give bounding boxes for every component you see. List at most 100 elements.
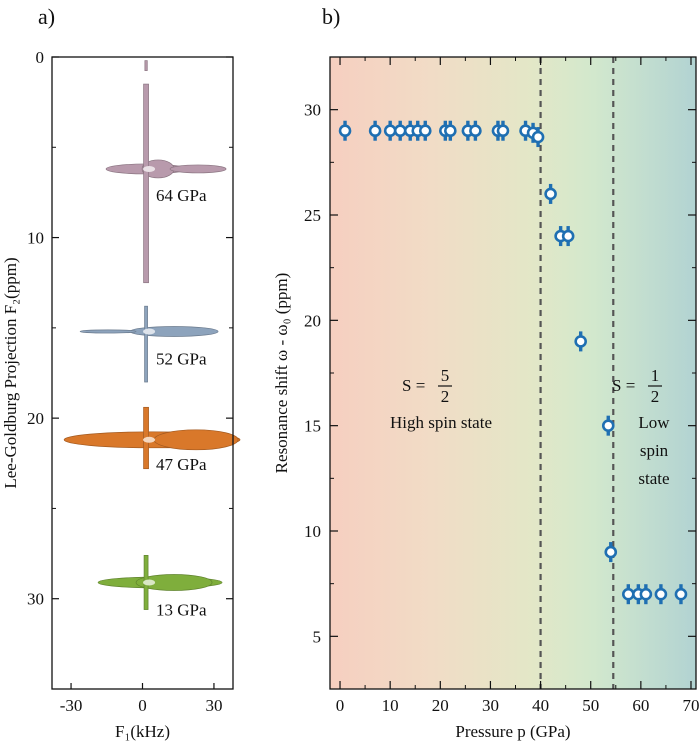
spin-fraction-numerator: 5 bbox=[441, 366, 450, 385]
panel-b-y-tick-label: 10 bbox=[304, 522, 321, 541]
panel-a-x-tick-label: -30 bbox=[60, 696, 83, 715]
data-point-marker bbox=[338, 124, 352, 138]
data-point-marker bbox=[368, 124, 382, 138]
data-point-marker bbox=[601, 419, 615, 432]
data-point bbox=[368, 120, 382, 141]
spectrum-label: 64 GPa bbox=[156, 186, 207, 205]
data-point-marker bbox=[639, 587, 653, 601]
spectrum-contour bbox=[135, 574, 213, 591]
panel-a-spectra: 64 GPa 52 GPa 47 GPa 13 GPa bbox=[63, 60, 241, 619]
spin-label: S = bbox=[402, 376, 425, 395]
spectrum-contour bbox=[153, 429, 239, 451]
spectrum-contour bbox=[169, 164, 227, 174]
panel-a-label: a) bbox=[38, 4, 55, 29]
spectrum-highlight bbox=[143, 579, 156, 586]
region-description: state bbox=[638, 469, 669, 488]
panel-a: a) 64 GPa 52 GPa 47 GPa 13 GPa -30 0 30 0 10 20 3… bbox=[1, 4, 241, 741]
spectrum-label: 13 GPa bbox=[156, 600, 207, 619]
data-point bbox=[383, 120, 397, 141]
spin-fraction-denominator: 2 bbox=[441, 387, 450, 406]
panel-a-ticks: -30 0 30 0 10 20 30 bbox=[27, 48, 233, 715]
panel-b-points bbox=[338, 120, 688, 605]
data-point bbox=[544, 183, 557, 204]
region-annotation-low-spin: S = 1 2 Low spin state bbox=[612, 366, 670, 488]
spectrum-highlight bbox=[143, 165, 156, 172]
spin-label: S = bbox=[612, 376, 635, 395]
panel-b-y-tick-label: 20 bbox=[304, 311, 321, 330]
data-point-marker bbox=[574, 335, 587, 348]
panel-a-y-axis-label: Lee-Goldburg Projection F₂(ppm) bbox=[1, 257, 20, 488]
data-point-marker bbox=[383, 124, 397, 138]
data-point bbox=[338, 120, 352, 141]
panel-b-y-tick-label: 15 bbox=[304, 417, 321, 436]
panel-b-y-axis-label: Resonance shift ω - ω₀ (ppm) bbox=[272, 273, 291, 474]
data-point-marker bbox=[393, 124, 407, 138]
panel-a-x-axis-label: F₁(kHz) bbox=[115, 722, 170, 741]
data-point bbox=[496, 120, 510, 141]
panel-b-x-tick-label: 70 bbox=[682, 696, 699, 715]
spin-fraction-numerator: 1 bbox=[651, 366, 660, 385]
panel-b-label: b) bbox=[322, 4, 340, 29]
panel-a-y-tick-label: 20 bbox=[27, 409, 44, 428]
panel-b-y-tick-label: 30 bbox=[304, 101, 321, 120]
spectrum-contour bbox=[144, 60, 148, 71]
data-point-marker bbox=[674, 587, 688, 601]
spectrum-label: 47 GPa bbox=[156, 455, 207, 474]
spectrum-64-gpa: 64 GPa bbox=[105, 60, 227, 284]
panel-b-x-tick-label: 30 bbox=[482, 696, 499, 715]
spectrum-47-gpa: 47 GPa bbox=[63, 406, 241, 474]
data-point-marker bbox=[531, 130, 545, 144]
data-point bbox=[531, 127, 545, 148]
panel-a-x-tick-label: 0 bbox=[138, 696, 147, 715]
region-description: Low bbox=[638, 413, 670, 432]
spectrum-label: 52 GPa bbox=[156, 349, 207, 368]
data-point bbox=[418, 120, 432, 141]
panel-b-x-tick-label: 50 bbox=[582, 696, 599, 715]
data-point-marker bbox=[622, 587, 635, 601]
panel-a-y-tick-label: 30 bbox=[27, 590, 44, 609]
data-point-marker bbox=[654, 587, 668, 601]
data-point-marker bbox=[444, 124, 457, 138]
data-point-marker bbox=[469, 124, 482, 138]
data-point bbox=[654, 584, 668, 605]
spectrum-highlight bbox=[143, 436, 156, 443]
panel-b-y-tick-label: 25 bbox=[304, 206, 321, 225]
spectrum-52-gpa: 52 GPa bbox=[79, 305, 219, 383]
panel-b-y-tick-label: 5 bbox=[313, 627, 322, 646]
data-point-marker bbox=[561, 229, 575, 243]
spectrum-contour bbox=[79, 329, 137, 334]
panel-a-x-tick-label: 30 bbox=[205, 696, 222, 715]
data-point bbox=[674, 584, 688, 605]
region-description: spin bbox=[640, 441, 669, 460]
panel-b: b) 0 10 20 30 40 50 60 70 5 10 15 20 25 30 S = 5 2 High … bbox=[272, 4, 699, 741]
panel-a-y-tick-label: 0 bbox=[36, 48, 45, 67]
data-point-marker bbox=[544, 187, 557, 201]
panel-b-x-tick-label: 60 bbox=[632, 696, 649, 715]
spin-fraction-denominator: 2 bbox=[651, 387, 660, 406]
data-point bbox=[469, 120, 482, 141]
spectrum-contour bbox=[143, 83, 149, 284]
panel-b-annotations: S = 5 2 High spin state S = 1 2 Low spin state bbox=[390, 366, 670, 488]
data-point bbox=[604, 542, 618, 563]
region-annotation-high-spin: S = 5 2 High spin state bbox=[390, 366, 492, 432]
panel-a-y-tick-label: 10 bbox=[27, 229, 44, 248]
spectrum-highlight bbox=[143, 328, 156, 335]
data-point bbox=[639, 584, 653, 605]
panel-b-x-axis-label: Pressure p (GPa) bbox=[455, 722, 570, 741]
panel-b-x-tick-label: 20 bbox=[432, 696, 449, 715]
data-point bbox=[601, 415, 615, 436]
panel-a-frame bbox=[51, 56, 234, 690]
data-point-marker bbox=[604, 545, 618, 559]
data-point bbox=[561, 226, 575, 247]
panel-b-background bbox=[330, 57, 696, 689]
spectrum-contour bbox=[144, 305, 148, 383]
panel-b-x-tick-label: 10 bbox=[382, 696, 399, 715]
region-description: High spin state bbox=[390, 413, 492, 432]
data-point-marker bbox=[496, 124, 510, 138]
data-point bbox=[622, 584, 635, 605]
data-point bbox=[444, 120, 457, 141]
panel-b-x-tick-label: 40 bbox=[532, 696, 549, 715]
data-point bbox=[519, 120, 532, 141]
